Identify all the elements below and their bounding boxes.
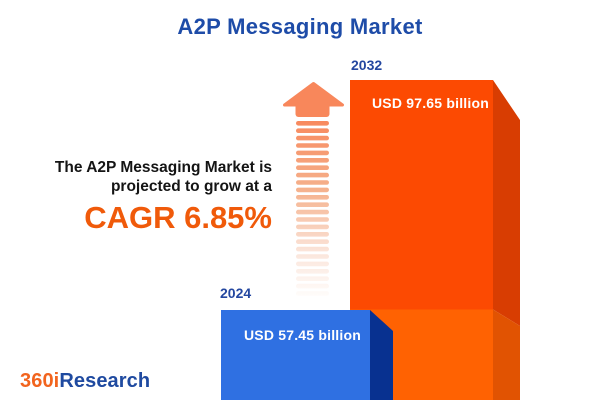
- value-label-2024: USD 57.45 billion: [244, 327, 361, 343]
- bar-2032-side-upper: [493, 80, 520, 326]
- intro-line-1: The A2P Messaging Market is: [54, 159, 272, 176]
- bar-2024-side: [370, 310, 393, 400]
- arrow-neck: [295, 102, 330, 117]
- intro-line-2: projected to grow at a: [110, 178, 272, 195]
- value-label-2032: USD 97.65 billion: [372, 95, 489, 111]
- bar-2032-side-lower: [493, 309, 520, 400]
- bar-2032-front-upper: [350, 80, 493, 310]
- arrow-head: [283, 82, 344, 107]
- logo-suffix: Research: [59, 370, 151, 392]
- arrow-stripes: [296, 121, 329, 296]
- brand-logo: 360iResearch: [20, 370, 150, 393]
- growth-arrow-icon: [283, 82, 344, 296]
- intro-text-block: The A2P Messaging Market is projected to…: [0, 158, 272, 234]
- page-title: A2P Messaging Market: [177, 14, 423, 39]
- bar-2024-front: [221, 310, 370, 400]
- year-label-2032: 2032: [351, 57, 383, 73]
- logo-prefix: 360i: [20, 370, 60, 392]
- cagr-value: CAGR 6.85%: [84, 200, 272, 235]
- year-label-2024: 2024: [220, 285, 252, 301]
